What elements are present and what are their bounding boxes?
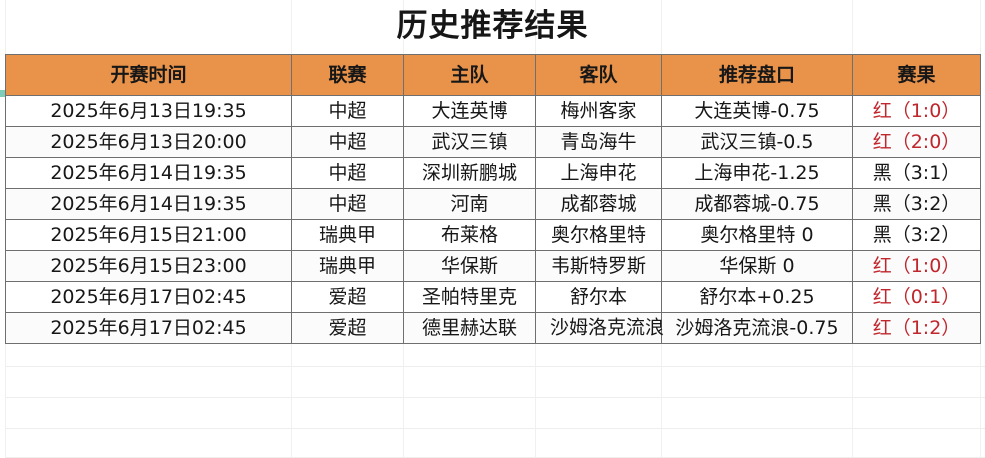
cell-handicap[interactable]: 沙姆洛克流浪-0.75 <box>661 312 853 344</box>
cell-result[interactable]: 红（1:2） <box>852 312 981 344</box>
column-header-league[interactable]: 联赛 <box>291 54 404 96</box>
cell-away-team[interactable]: 成都蓉城 <box>535 188 662 220</box>
cell-home-team[interactable]: 武汉三镇 <box>403 126 536 158</box>
column-header-handicap[interactable]: 推荐盘口 <box>661 54 853 96</box>
table-body: 2025年6月13日19:35 中超 大连英博 梅州客家 大连英博-0.75 红（1:0）… <box>5 95 981 344</box>
cell-away-team-text: 沙姆洛克流浪 <box>549 316 664 339</box>
history-recommendation-table: 开赛时间 联赛 主队 客队 推荐盘口 赛果 2025年6月13日19:35 中超大… <box>5 54 981 344</box>
cell-home-team[interactable]: 深圳新鹏城 <box>403 157 536 189</box>
cell-time[interactable]: 2025年6月13日20:00 <box>5 126 292 158</box>
cell-result[interactable]: 红（0:1） <box>852 281 981 313</box>
cell-handicap[interactable]: 武汉三镇-0.5 <box>661 126 853 158</box>
table-row: 2025年6月17日02:45 爱超 圣帕特里克 舒尔本 舒尔本+0.25 红（0:1） <box>5 281 981 313</box>
cell-time[interactable]: 2025年6月17日02:45 <box>5 312 292 344</box>
cell-home-team[interactable]: 布莱格 <box>403 219 536 251</box>
cell-league[interactable]: 爱超 <box>291 312 404 344</box>
cell-result[interactable]: 黑（3:1） <box>852 157 981 189</box>
table-row: 2025年6月14日19:35 中超 深圳新鹏城 上海申花 上海申花-1.25 黑（3:1… <box>5 157 981 189</box>
cell-league[interactable]: 瑞典甲 <box>291 250 404 282</box>
cell-home-team[interactable]: 德里赫达联 <box>403 312 536 344</box>
cell-handicap[interactable]: 上海申花-1.25 <box>661 157 853 189</box>
table-row: 2025年6月13日19:35 中超 大连英博 梅州客家 大连英博-0.75 红（1:0） <box>5 95 981 127</box>
cell-home-team[interactable]: 圣帕特里克 <box>403 281 536 313</box>
cell-time[interactable]: 2025年6月15日23:00 <box>5 250 292 282</box>
cell-league[interactable]: 中超 <box>291 95 404 127</box>
cell-handicap[interactable]: 华保斯 0 <box>661 250 853 282</box>
selection-marker <box>0 90 5 97</box>
page-title-text: 历史推荐结果 <box>396 7 589 44</box>
cell-result[interactable]: 红（2:0） <box>852 126 981 158</box>
cell-handicap[interactable]: 大连英博-0.75 <box>661 95 853 127</box>
cell-league[interactable]: 中超 <box>291 157 404 189</box>
cell-league[interactable]: 瑞典甲 <box>291 219 404 251</box>
cell-time[interactable]: 2025年6月14日19:35 <box>5 157 292 189</box>
column-header-home[interactable]: 主队 <box>403 54 536 96</box>
page-title: 历史推荐结果 <box>0 0 985 52</box>
cell-away-team[interactable]: 上海申花 <box>535 157 662 189</box>
cell-result[interactable]: 黑（3:2） <box>852 188 981 220</box>
cell-away-team[interactable]: 舒尔本 <box>535 281 662 313</box>
cell-away-team[interactable]: 奥尔格里特 <box>535 219 662 251</box>
column-header-time[interactable]: 开赛时间 <box>5 54 292 96</box>
cell-away-team[interactable]: 韦斯特罗斯 <box>535 250 662 282</box>
cell-time[interactable]: 2025年6月15日21:00 <box>5 219 292 251</box>
cell-handicap[interactable]: 舒尔本+0.25 <box>661 281 853 313</box>
header-row: 开赛时间 联赛 主队 客队 推荐盘口 赛果 <box>5 54 981 96</box>
cell-away-team[interactable]: 梅州客家 <box>535 95 662 127</box>
cell-away-team[interactable]: 沙姆洛克流浪 <box>535 312 664 344</box>
table-row: 2025年6月15日23:00 瑞典甲 华保斯 韦斯特罗斯 华保斯 0 红（1:0） <box>5 250 981 282</box>
cell-result[interactable]: 红（1:0） <box>852 250 981 282</box>
cell-time[interactable]: 2025年6月13日19:35 <box>5 95 292 127</box>
cell-home-team[interactable]: 华保斯 <box>403 250 536 282</box>
left-gutter <box>0 0 5 458</box>
cell-league[interactable]: 中超 <box>291 188 404 220</box>
cell-handicap[interactable]: 成都蓉城-0.75 <box>661 188 853 220</box>
cell-home-team[interactable]: 大连英博 <box>403 95 536 127</box>
column-header-away[interactable]: 客队 <box>535 54 662 96</box>
cell-handicap[interactable]: 奥尔格里特 0 <box>661 219 853 251</box>
column-header-result[interactable]: 赛果 <box>852 54 981 96</box>
cell-league[interactable]: 中超 <box>291 126 404 158</box>
table-row: 2025年6月17日02:45 爱超 德里赫达联 沙姆洛克流浪 沙姆洛克流浪-0.75 红… <box>5 312 981 344</box>
table-row: 2025年6月13日20:00 中超 武汉三镇 青岛海牛 武汉三镇-0.5 红（2:0） <box>5 126 981 158</box>
cell-league[interactable]: 爱超 <box>291 281 404 313</box>
table-row: 2025年6月14日19:35 中超 河南 成都蓉城 成都蓉城-0.75 黑（3:2） <box>5 188 981 220</box>
table-header: 开赛时间 联赛 主队 客队 推荐盘口 赛果 <box>5 54 981 96</box>
cell-away-team[interactable]: 青岛海牛 <box>535 126 662 158</box>
cell-time[interactable]: 2025年6月14日19:35 <box>5 188 292 220</box>
cell-time[interactable]: 2025年6月17日02:45 <box>5 281 292 313</box>
cell-result[interactable]: 红（1:0） <box>852 95 981 127</box>
cell-home-team[interactable]: 河南 <box>403 188 536 220</box>
table-row: 2025年6月15日21:00 瑞典甲 布莱格 奥尔格里特 奥尔格里特 0 黑（3:2） <box>5 219 981 251</box>
cell-result[interactable]: 黑（3:2） <box>852 219 981 251</box>
